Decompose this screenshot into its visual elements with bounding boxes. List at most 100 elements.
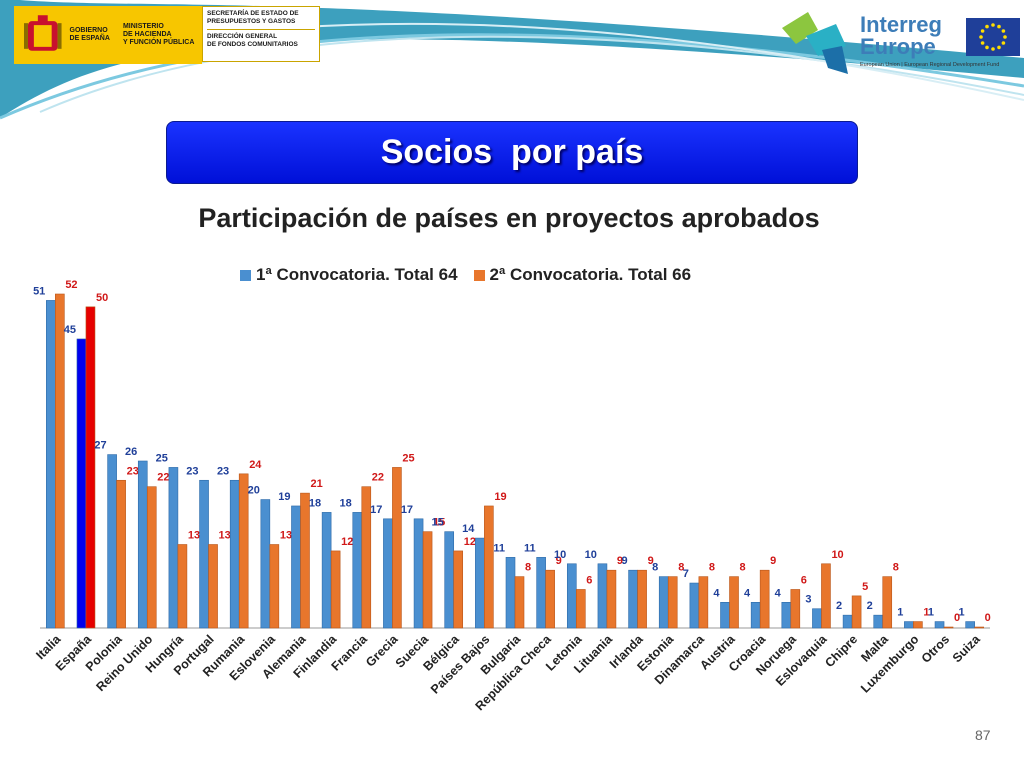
chart-title: Participación de países en proyectos apr… [198,203,820,233]
bar-series2-Otros [943,626,954,629]
bar-series2-Malta [882,576,893,629]
data-label-series1-Bélgica: 15 [431,517,443,529]
bar-series1-Bélgica [444,531,455,629]
bar-series2-República Checa [545,569,555,629]
data-label-series2-Países Bajos: 19 [494,491,506,503]
data-label-series2-Eslovenia: 13 [280,530,292,542]
bar-series1-Polonia [107,454,117,629]
data-label-series2-Portugal: 13 [219,530,231,542]
bar-series2-Suiza [974,626,984,629]
bar-series1-Suecia [413,518,424,629]
data-label-series1-República Checa: 11 [524,542,536,554]
ministry-text: MINISTERIO DE HACIENDA Y FUNCIÓN PÚBLICA [122,23,195,46]
data-label-series1-Luxemburgo: 1 [897,607,903,619]
data-label-series2-Luxemburgo: 1 [923,607,929,619]
bar-series2-Letonia [575,589,586,629]
bar-series2-Austria [729,576,739,629]
data-label-series1-Rumania: 23 [217,465,229,477]
data-label-series2-Rumania: 24 [249,459,262,471]
bar-series2-Polonia [116,479,126,629]
bar-series2-Portugal [208,544,218,629]
x-tick-label-Otros: Otros [919,632,953,666]
slide-title: Socios por país [380,133,644,171]
data-label-series2-República Checa: 9 [556,555,562,567]
data-label-series1-Dinamarca: 7 [683,568,689,580]
data-label-series1-España: 45 [64,324,76,336]
bar-series1-Alemania [291,505,301,629]
data-label-series1-Chipre: 2 [836,600,842,612]
data-label-series2-Bélgica: 12 [464,536,476,548]
data-label-series2-Dinamarca: 8 [709,562,715,574]
data-label-series2-Chipre: 5 [862,581,868,593]
bar-series1-Otros [934,621,945,629]
legend-label-series1: 1ª Convocatoria. Total 64 [256,265,458,284]
bar-series2-Eslovenia [269,544,280,629]
data-label-series1-Reino Unido: 26 [125,446,137,458]
bar-series2-Noruega [790,589,801,629]
bar-series2-Chipre [851,595,862,629]
data-label-series2-España: 50 [96,292,108,304]
data-label-series2-Bulgaria: 8 [525,562,531,574]
data-label-series1-Italia: 51 [33,285,45,297]
bar-series1-Reino Unido [137,460,148,629]
data-label-series1-Croacia: 4 [744,587,751,599]
bar-series1-Francia [352,512,363,629]
interreg-wordmark: Interreg [860,12,942,37]
data-label-series1-Francia: 18 [340,497,352,509]
x-tick-label-Suiza: Suiza [950,631,984,665]
data-label-series2-Lituania: 9 [617,555,623,567]
bar-series2-Finlandia [330,550,341,629]
gov-logo-text: GOBIERNO DE ESPAÑA [69,27,110,42]
data-label-series2-Reino Unido: 22 [157,472,169,484]
legend-label-series2: 2ª Convocatoria. Total 66 [489,265,692,284]
legend-swatch-series1 [240,269,251,281]
data-label-series1-Finlandia: 18 [309,497,321,509]
data-label-series1-Noruega: 4 [775,587,782,599]
bar-series1-Irlanda [628,569,638,629]
bar-series2-Rumania [238,473,249,629]
data-label-series2-Estonia: 8 [678,562,684,574]
bar-series1-Letonia [566,563,577,629]
bar-series1-Noruega [781,602,792,629]
bar-series2-Reino Unido [146,486,157,629]
bar-series1-Suiza [965,621,975,629]
data-label-series2-Italia: 52 [65,279,77,291]
bar-series2-España [85,306,96,629]
bar-series2-Luxemburgo [913,621,923,629]
plot-area: 5152Italia4550España2723Polonia2622Reino… [33,279,991,713]
data-label-series1-Grecia: 17 [370,504,382,516]
data-label-series2-Suecia: 15 [433,517,445,529]
data-label-series2-Alemania: 21 [310,478,322,490]
bar-series1-Chipre [842,614,853,629]
bar-series1-Malta [873,614,884,629]
data-label-series2-Finlandia: 12 [341,536,353,548]
slide-title-box: Socios por país [166,121,858,184]
bar-series1-Finlandia [321,512,332,629]
bar-series1-Eslovenia [260,499,271,629]
bar-series1-Lituania [597,563,608,629]
data-label-series2-Otros: 0 [954,612,960,624]
bar-series2-Lituania [606,569,617,629]
data-label-series2-Francia: 22 [372,472,384,484]
bar-series2-Francia [361,486,372,629]
bar-series1-Eslovaquia [812,608,822,629]
data-label-series1-Letonia: 10 [554,549,566,561]
bar-series1-Estonia [658,576,669,629]
bar-series1-República Checa [536,557,546,629]
data-label-series1-Eslovaquia: 3 [805,594,811,606]
bar-series1-Croacia [750,602,761,629]
data-label-series2-Suiza: 0 [985,612,991,624]
data-label-series2-Irlanda: 9 [648,555,654,567]
data-label-series2-Eslovaquia: 10 [831,549,843,561]
bar-series2-Suecia [422,531,433,629]
bar-series2-Eslovaquia [821,563,831,629]
data-label-series1-Estonia: 8 [652,562,658,574]
data-label-series1-Portugal: 23 [186,465,198,477]
interreg-symbol-icon [782,12,848,74]
bar-series1-Bulgaria [505,557,516,629]
europe-wordmark: Europe [860,34,936,59]
bar-series2-Croacia [759,569,770,629]
secretariat-text: SECRETARÍA DE ESTADO DE PRESUPUESTOS Y G… [207,10,299,25]
chart-legend: 1ª Convocatoria. Total 64 2ª Convocatori… [240,265,707,285]
